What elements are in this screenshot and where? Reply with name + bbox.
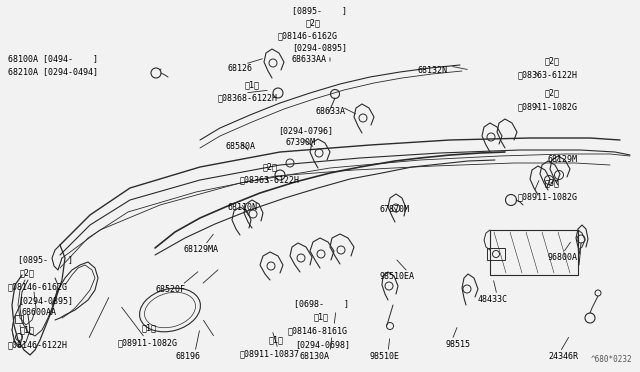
Text: Ⓢ08146-6162G: Ⓢ08146-6162G	[8, 282, 68, 291]
Text: 68100A [0494-    ]: 68100A [0494- ]	[8, 54, 98, 63]
Text: [0294-0895]: [0294-0895]	[18, 296, 73, 305]
Text: 68600AA: 68600AA	[22, 308, 57, 317]
Text: 68110N: 68110N	[228, 203, 258, 212]
Text: 98510E: 98510E	[370, 352, 400, 361]
Text: [0895-    ]: [0895- ]	[292, 6, 347, 15]
Text: Ⓢ08368-6122H: Ⓢ08368-6122H	[218, 93, 278, 102]
Text: （1）: （1）	[245, 80, 260, 89]
Text: [0895-    ]: [0895- ]	[18, 255, 73, 264]
Text: 96800A: 96800A	[548, 253, 578, 262]
Text: 98510EA: 98510EA	[380, 272, 415, 281]
Text: （2）: （2）	[20, 268, 35, 277]
Text: （2）: （2）	[545, 56, 560, 65]
Text: （2）: （2）	[545, 88, 560, 97]
Text: ^680*0232: ^680*0232	[590, 355, 632, 364]
Text: Ⓝ08911-1082G: Ⓝ08911-1082G	[118, 338, 178, 347]
Text: （1）: （1）	[314, 312, 329, 321]
Text: Ⓢ08146-6162G: Ⓢ08146-6162G	[278, 31, 338, 40]
Text: 68129M: 68129M	[548, 155, 578, 164]
Text: 68196: 68196	[175, 352, 200, 361]
Bar	[487, 248, 505, 260]
Text: 68210A [0294-0494]: 68210A [0294-0494]	[8, 67, 98, 76]
Text: 67390M: 67390M	[285, 138, 315, 147]
Text: 68633AA: 68633AA	[292, 55, 327, 64]
Bar	[490, 230, 578, 275]
Text: 68580A: 68580A	[225, 142, 255, 151]
Text: 98515: 98515	[445, 340, 470, 349]
Text: Ⓢ08146-6122H: Ⓢ08146-6122H	[8, 340, 68, 349]
Text: Ⓢ08363-6122H: Ⓢ08363-6122H	[240, 175, 300, 184]
Text: Ⓢ08363-6122H: Ⓢ08363-6122H	[518, 70, 578, 79]
Text: 68132N: 68132N	[418, 66, 448, 75]
Text: 48433C: 48433C	[478, 295, 508, 304]
Text: 67870M: 67870M	[380, 205, 410, 214]
Text: Ⓢ08146-8161G: Ⓢ08146-8161G	[288, 326, 348, 335]
Text: 68129MA: 68129MA	[183, 245, 218, 254]
Text: （1）: （1）	[142, 323, 157, 332]
Text: [0294-0796]: [0294-0796]	[278, 126, 333, 135]
Text: [0294-0895]: [0294-0895]	[292, 43, 347, 52]
Text: Ⓝ08911-1082G: Ⓝ08911-1082G	[518, 192, 578, 201]
Text: （3）: （3）	[545, 178, 560, 187]
Text: （2）: （2）	[263, 162, 278, 171]
Text: （1）: （1）	[269, 335, 284, 344]
Text: [0294-0698]: [0294-0698]	[295, 340, 350, 349]
Text: Ⓝ08911-10837: Ⓝ08911-10837	[240, 349, 300, 358]
Bar	[15, 315, 23, 323]
Text: 68126: 68126	[228, 64, 253, 73]
Text: 24346R: 24346R	[548, 352, 578, 361]
Text: 68633A: 68633A	[316, 107, 346, 116]
Text: 68130A: 68130A	[300, 352, 330, 361]
Text: 68520F: 68520F	[155, 285, 185, 294]
Text: （1）: （1）	[20, 325, 35, 334]
Text: （2）: （2）	[306, 18, 321, 27]
Text: [0698-    ]: [0698- ]	[294, 299, 349, 308]
Text: Ⓝ08911-1082G: Ⓝ08911-1082G	[518, 102, 578, 111]
